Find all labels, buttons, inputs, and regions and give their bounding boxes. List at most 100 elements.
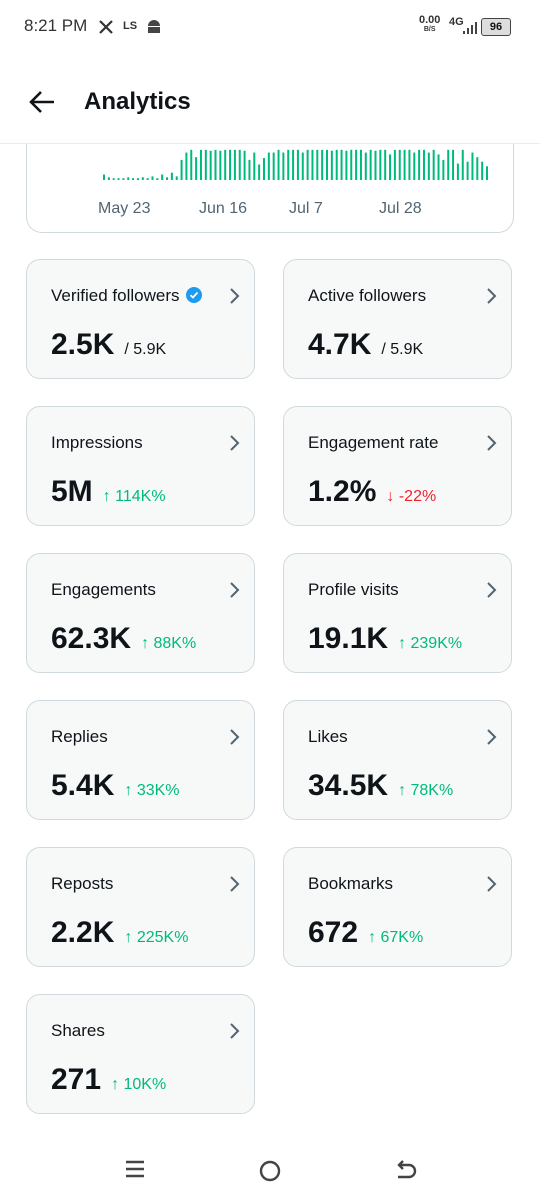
bar bbox=[170, 172, 173, 180]
bar bbox=[326, 149, 329, 180]
metric-label: Active followers bbox=[308, 286, 426, 306]
metric-card[interactable]: Verified followers 2.5K / 5.9K bbox=[26, 259, 255, 379]
bar bbox=[112, 178, 115, 180]
chevron bbox=[230, 729, 240, 745]
nav-recent[interactable] bbox=[124, 1158, 146, 1180]
metric-card[interactable]: Reposts 2.2K ↑ 225K% bbox=[26, 847, 255, 967]
chevron bbox=[230, 582, 240, 598]
chevron bbox=[487, 288, 497, 304]
metric-change: ↑ 67K% bbox=[368, 929, 424, 946]
metric-card[interactable]: Impressions 5M ↑ 114K% bbox=[26, 406, 255, 526]
bar bbox=[476, 157, 479, 180]
metric-card[interactable]: Shares 271 ↑ 10K% bbox=[26, 994, 255, 1114]
nav-home[interactable] bbox=[258, 1159, 282, 1183]
metric-value: 672 bbox=[308, 916, 359, 949]
metric-label-text: Active followers bbox=[308, 286, 427, 305]
ls-icon: LS bbox=[123, 20, 138, 32]
metric-card[interactable]: Bookmarks 672 ↑ 67K% bbox=[283, 847, 512, 967]
bar bbox=[437, 154, 440, 180]
metric-value-row: 1.2% ↓ -22% bbox=[308, 475, 436, 509]
metric-label-text: Reposts bbox=[51, 874, 114, 893]
metric-value: 19.1K bbox=[308, 622, 389, 655]
bar bbox=[374, 150, 377, 180]
x-tick-label: Jul 7 bbox=[289, 200, 323, 217]
bar bbox=[151, 176, 154, 180]
metric-value: 62.3K bbox=[51, 622, 132, 655]
metric-card[interactable]: Engagements 62.3K ↑ 88K% bbox=[26, 553, 255, 673]
metric-value-row: 672 ↑ 67K% bbox=[308, 916, 423, 950]
bar bbox=[195, 157, 198, 180]
metric-change: ↑ 33K% bbox=[124, 782, 180, 799]
bar bbox=[345, 150, 348, 180]
bar bbox=[432, 149, 435, 180]
metric-value: 5.4K bbox=[51, 769, 115, 802]
bar bbox=[287, 149, 290, 180]
bar bbox=[238, 149, 241, 180]
metric-change: ↑ 225K% bbox=[124, 929, 189, 946]
metric-value: 34.5K bbox=[308, 769, 389, 802]
metric-card[interactable]: Active followers 4.7K / 5.9K bbox=[283, 259, 512, 379]
bar bbox=[292, 149, 295, 180]
metric-label: Impressions bbox=[51, 433, 143, 453]
bar bbox=[199, 149, 202, 180]
x-tick-label: Jun 16 bbox=[199, 200, 247, 217]
metric-label-text: Engagement rate bbox=[308, 433, 439, 452]
chevron bbox=[487, 582, 497, 598]
metric-value: 271 bbox=[51, 1063, 102, 1096]
chevron bbox=[487, 729, 497, 745]
metric-label: Engagements bbox=[51, 580, 156, 600]
metric-card[interactable]: Likes 34.5K ↑ 78K% bbox=[283, 700, 512, 820]
bar bbox=[132, 178, 135, 180]
bar bbox=[486, 166, 488, 180]
android-icon bbox=[148, 20, 160, 33]
nav-back[interactable] bbox=[394, 1159, 418, 1183]
bar bbox=[389, 154, 392, 180]
metric-label-text: Engagements bbox=[51, 580, 156, 599]
bar bbox=[442, 159, 445, 180]
bar bbox=[258, 164, 261, 180]
back-button[interactable] bbox=[28, 88, 56, 116]
metric-value: 2.2K bbox=[51, 916, 115, 949]
metric-label-text: Likes bbox=[308, 727, 348, 746]
chart: May 23 Jun 16 Jul 7 Jul 28 bbox=[98, 149, 488, 217]
metric-card[interactable]: Engagement rate 1.2% ↓ -22% bbox=[283, 406, 512, 526]
bar bbox=[267, 152, 270, 180]
signal-icon bbox=[463, 22, 477, 34]
bar bbox=[340, 149, 343, 180]
metric-value-row: 34.5K ↑ 78K% bbox=[308, 769, 453, 803]
page-title: Analytics bbox=[84, 88, 191, 115]
chevron bbox=[230, 435, 240, 451]
bar bbox=[301, 152, 304, 180]
bar bbox=[156, 178, 159, 180]
bar bbox=[166, 177, 169, 180]
metric-value-row: 5.4K ↑ 33K% bbox=[51, 769, 180, 803]
metric-total: / 5.9K bbox=[381, 341, 424, 358]
bar bbox=[141, 177, 144, 180]
metric-value: 5M bbox=[51, 475, 93, 508]
metric-value: 1.2% bbox=[308, 475, 377, 508]
x-icon bbox=[99, 20, 113, 34]
bar bbox=[403, 149, 406, 180]
metric-label-text: Shares bbox=[51, 1021, 105, 1040]
bar bbox=[282, 152, 285, 180]
bar bbox=[359, 149, 362, 180]
bar bbox=[413, 152, 416, 180]
verified-badge bbox=[185, 287, 202, 303]
status-time: 8:21 PM bbox=[24, 16, 88, 35]
bar bbox=[471, 152, 474, 180]
bar bbox=[452, 149, 455, 180]
bar bbox=[408, 149, 411, 180]
bar bbox=[355, 149, 358, 180]
bar bbox=[253, 152, 256, 180]
bar bbox=[481, 161, 484, 180]
metric-card[interactable]: Replies 5.4K ↑ 33K% bbox=[26, 700, 255, 820]
bar bbox=[146, 178, 149, 180]
battery: 96 bbox=[481, 18, 511, 36]
metric-card[interactable]: Profile visits 19.1K ↑ 239K% bbox=[283, 553, 512, 673]
metric-label-text: Verified followers bbox=[51, 286, 180, 305]
net-speed-value: 0.00 bbox=[419, 14, 441, 26]
bar bbox=[175, 176, 178, 180]
net-speed-unit: B/S bbox=[423, 26, 436, 33]
bar bbox=[243, 150, 246, 180]
